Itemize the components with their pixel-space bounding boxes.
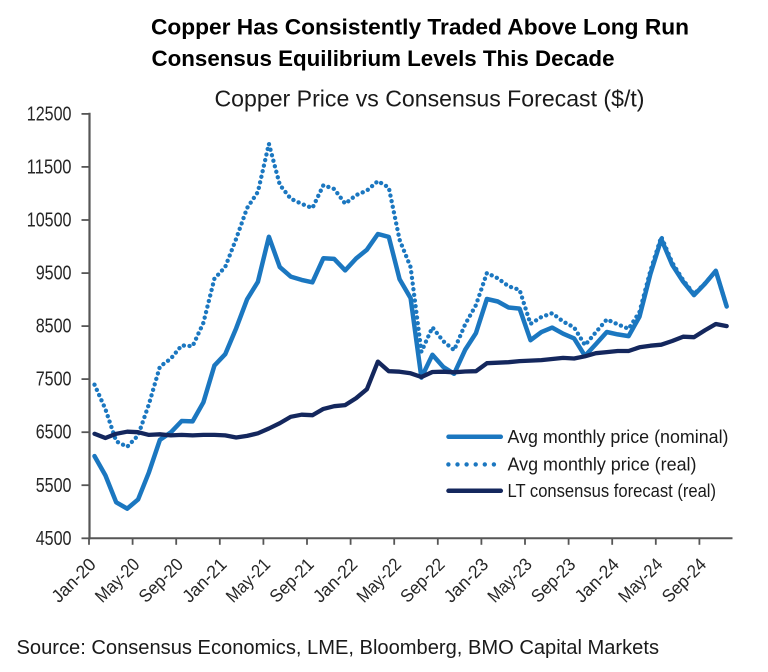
svg-text:May-23: May-23	[484, 554, 536, 606]
svg-text:10500: 10500	[27, 210, 72, 232]
svg-text:Sep-23: Sep-23	[527, 554, 579, 606]
svg-text:Source: Consensus Economics, L: Source: Consensus Economics, LME, Bloomb…	[17, 637, 660, 659]
svg-text:Sep-21: Sep-21	[266, 554, 318, 606]
svg-text:6500: 6500	[36, 422, 72, 444]
svg-text:May-21: May-21	[222, 554, 274, 606]
svg-text:Sep-22: Sep-22	[396, 554, 448, 606]
svg-text:Consensus Equilibrium Levels T: Consensus Equilibrium Levels This Decade	[152, 46, 615, 71]
svg-text:May-22: May-22	[353, 554, 405, 606]
svg-text:Jan-22: Jan-22	[309, 554, 361, 606]
svg-text:Jan-20: Jan-20	[48, 554, 100, 606]
svg-text:Avg monthly price (real): Avg monthly price (real)	[508, 454, 697, 474]
svg-text:9500: 9500	[36, 263, 72, 285]
svg-text:Copper Price vs Consensus Fore: Copper Price vs Consensus Forecast ($/t)	[215, 86, 645, 112]
svg-text:Avg monthly price (nominal): Avg monthly price (nominal)	[508, 427, 729, 447]
svg-text:May-20: May-20	[91, 554, 143, 606]
svg-text:LT consensus forecast (real): LT consensus forecast (real)	[508, 481, 717, 501]
svg-text:Jan-21: Jan-21	[178, 554, 230, 606]
svg-text:11500: 11500	[27, 156, 72, 178]
svg-text:Sep-24: Sep-24	[658, 554, 710, 606]
svg-text:8500: 8500	[36, 316, 72, 338]
svg-text:Jan-23: Jan-23	[440, 554, 492, 606]
svg-text:12500: 12500	[27, 103, 72, 125]
svg-text:May-24: May-24	[614, 554, 666, 606]
svg-text:Sep-20: Sep-20	[135, 554, 187, 606]
svg-text:Jan-24: Jan-24	[571, 554, 623, 606]
svg-text:Copper Has Consistently Traded: Copper Has Consistently Traded Above Lon…	[151, 14, 689, 39]
svg-text:5500: 5500	[36, 475, 72, 497]
svg-text:7500: 7500	[36, 369, 72, 391]
svg-text:4500: 4500	[36, 528, 72, 550]
